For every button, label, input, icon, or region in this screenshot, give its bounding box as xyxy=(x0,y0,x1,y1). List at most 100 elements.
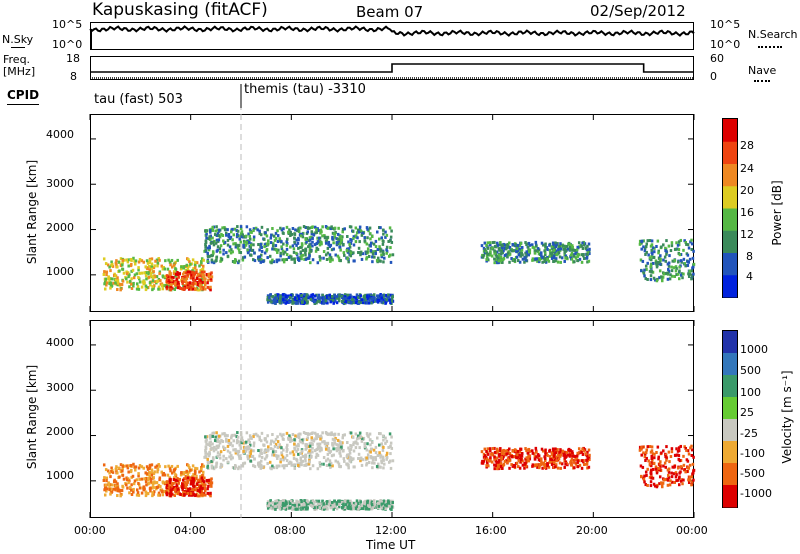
power-echo-cell xyxy=(568,247,572,251)
power-echo-cell xyxy=(220,257,224,261)
power-echo-cell xyxy=(276,250,279,254)
velocity-echo-cell xyxy=(263,451,266,455)
velocity-echo-cell xyxy=(667,450,671,454)
power-echo-cell xyxy=(208,235,211,239)
velocity-echo-cell xyxy=(576,459,580,463)
velocity-echo-cell xyxy=(206,452,210,456)
velocity-echo-cell xyxy=(281,455,285,459)
velocity-ytick: 4000 xyxy=(46,336,74,349)
velocity-echo-cell xyxy=(315,499,318,503)
power-echo-cell xyxy=(223,226,226,230)
power-echo-cell xyxy=(178,272,182,276)
power-echo-cell xyxy=(385,245,389,249)
beam-label: Beam 07 xyxy=(356,3,424,21)
velocity-echo-cell xyxy=(534,463,537,467)
velocity-echo-cell xyxy=(257,461,260,465)
velocity-echo-cell xyxy=(187,464,190,468)
power-echo-cell xyxy=(311,225,314,229)
power-echo-cell xyxy=(309,261,312,265)
power-echo-cell xyxy=(507,253,511,257)
velocity-echo-cell xyxy=(138,486,142,490)
power-echo-cell xyxy=(651,270,655,274)
velocity-echo-cell xyxy=(248,434,252,438)
power-echo-cell xyxy=(130,262,133,266)
power-echo-cell xyxy=(382,260,385,264)
power-echo-cell xyxy=(526,245,530,249)
power-echo-cell xyxy=(115,263,118,267)
velocity-echo-cell xyxy=(558,451,561,455)
power-colorbar-cell xyxy=(723,185,737,209)
velocity-echo-cell xyxy=(235,439,239,443)
power-echo-cell xyxy=(680,272,684,276)
power-echo-cell xyxy=(652,276,656,280)
power-echo-cell xyxy=(537,260,541,264)
velocity-echo-cell xyxy=(295,504,298,508)
velocity-echo-cell xyxy=(130,468,133,472)
power-echo-cell xyxy=(308,254,311,258)
power-echo-cell xyxy=(263,243,267,247)
velocity-echo-cell xyxy=(644,458,647,462)
power-echo-cell xyxy=(486,241,490,245)
power-echo-cell xyxy=(650,243,654,247)
power-echo-cell xyxy=(169,283,173,287)
power-echo-cell xyxy=(333,226,337,230)
velocity-echo-cell xyxy=(497,467,500,471)
power-echo-cell xyxy=(228,249,231,253)
power-echo-cell xyxy=(218,247,222,251)
velocity-echo-cell xyxy=(140,477,144,481)
power-echo-cell xyxy=(585,255,589,259)
power-echo-cell xyxy=(204,242,207,246)
power-echo-cell xyxy=(675,273,678,277)
velocity-echo-cell xyxy=(108,471,111,475)
velocity-echo-cell xyxy=(692,455,695,459)
power-echo-cell xyxy=(657,249,660,253)
power-echo-cell xyxy=(497,253,501,257)
velocity-echo-cell xyxy=(377,432,381,436)
power-echo-cell xyxy=(655,263,658,267)
velocity-echo-cell xyxy=(236,435,240,439)
power-echo-cell xyxy=(105,273,108,277)
velocity-echo-cell xyxy=(677,454,681,458)
velocity-echo-cell xyxy=(116,494,119,498)
velocity-echo-cell xyxy=(643,474,646,478)
power-echo-cell xyxy=(151,288,154,292)
velocity-echo-cell xyxy=(201,486,204,490)
velocity-echo-cell xyxy=(217,444,221,448)
power-echo-cell xyxy=(655,265,659,269)
power-ytick: 2000 xyxy=(46,221,74,234)
velocity-echo-cell xyxy=(180,471,183,475)
x-axis-label: Time UT xyxy=(366,538,416,552)
power-echo-cell xyxy=(317,293,321,297)
velocity-echo-cell xyxy=(343,505,347,509)
power-echo-cell xyxy=(119,288,122,292)
velocity-echo-cell xyxy=(525,449,528,453)
power-echo-cell xyxy=(299,301,303,305)
velocity-echo-cell xyxy=(356,434,360,438)
power-echo-cell xyxy=(384,235,387,239)
velocity-echo-cell xyxy=(390,446,394,450)
velocity-echo-cell xyxy=(535,463,539,467)
power-echo-cell xyxy=(127,264,130,268)
power-echo-cell xyxy=(296,256,299,260)
power-echo-cell xyxy=(234,258,237,262)
power-echo-cell xyxy=(661,275,665,279)
power-echo-cell xyxy=(536,249,540,253)
power-echo-cell xyxy=(360,257,364,261)
velocity-echo-cell xyxy=(381,501,385,505)
velocity-echo-cell xyxy=(275,454,278,458)
power-echo-cell xyxy=(340,239,343,243)
power-echo-cell xyxy=(187,264,191,268)
velocity-echo-cell xyxy=(172,476,176,480)
nsky-tick-high: 10^5 xyxy=(52,18,83,31)
power-echo-cell xyxy=(308,243,311,247)
power-echo-cell xyxy=(172,263,176,267)
velocity-echo-cell xyxy=(210,466,214,470)
power-echo-cell xyxy=(515,255,519,259)
power-echo-cell xyxy=(283,250,287,254)
velocity-echo-cell xyxy=(150,468,154,472)
power-echo-cell xyxy=(540,241,544,245)
power-echo-cell xyxy=(387,293,390,297)
velocity-echo-cell xyxy=(544,459,547,463)
power-echo-cell xyxy=(153,275,157,279)
velocity-echo-cell xyxy=(570,463,574,467)
